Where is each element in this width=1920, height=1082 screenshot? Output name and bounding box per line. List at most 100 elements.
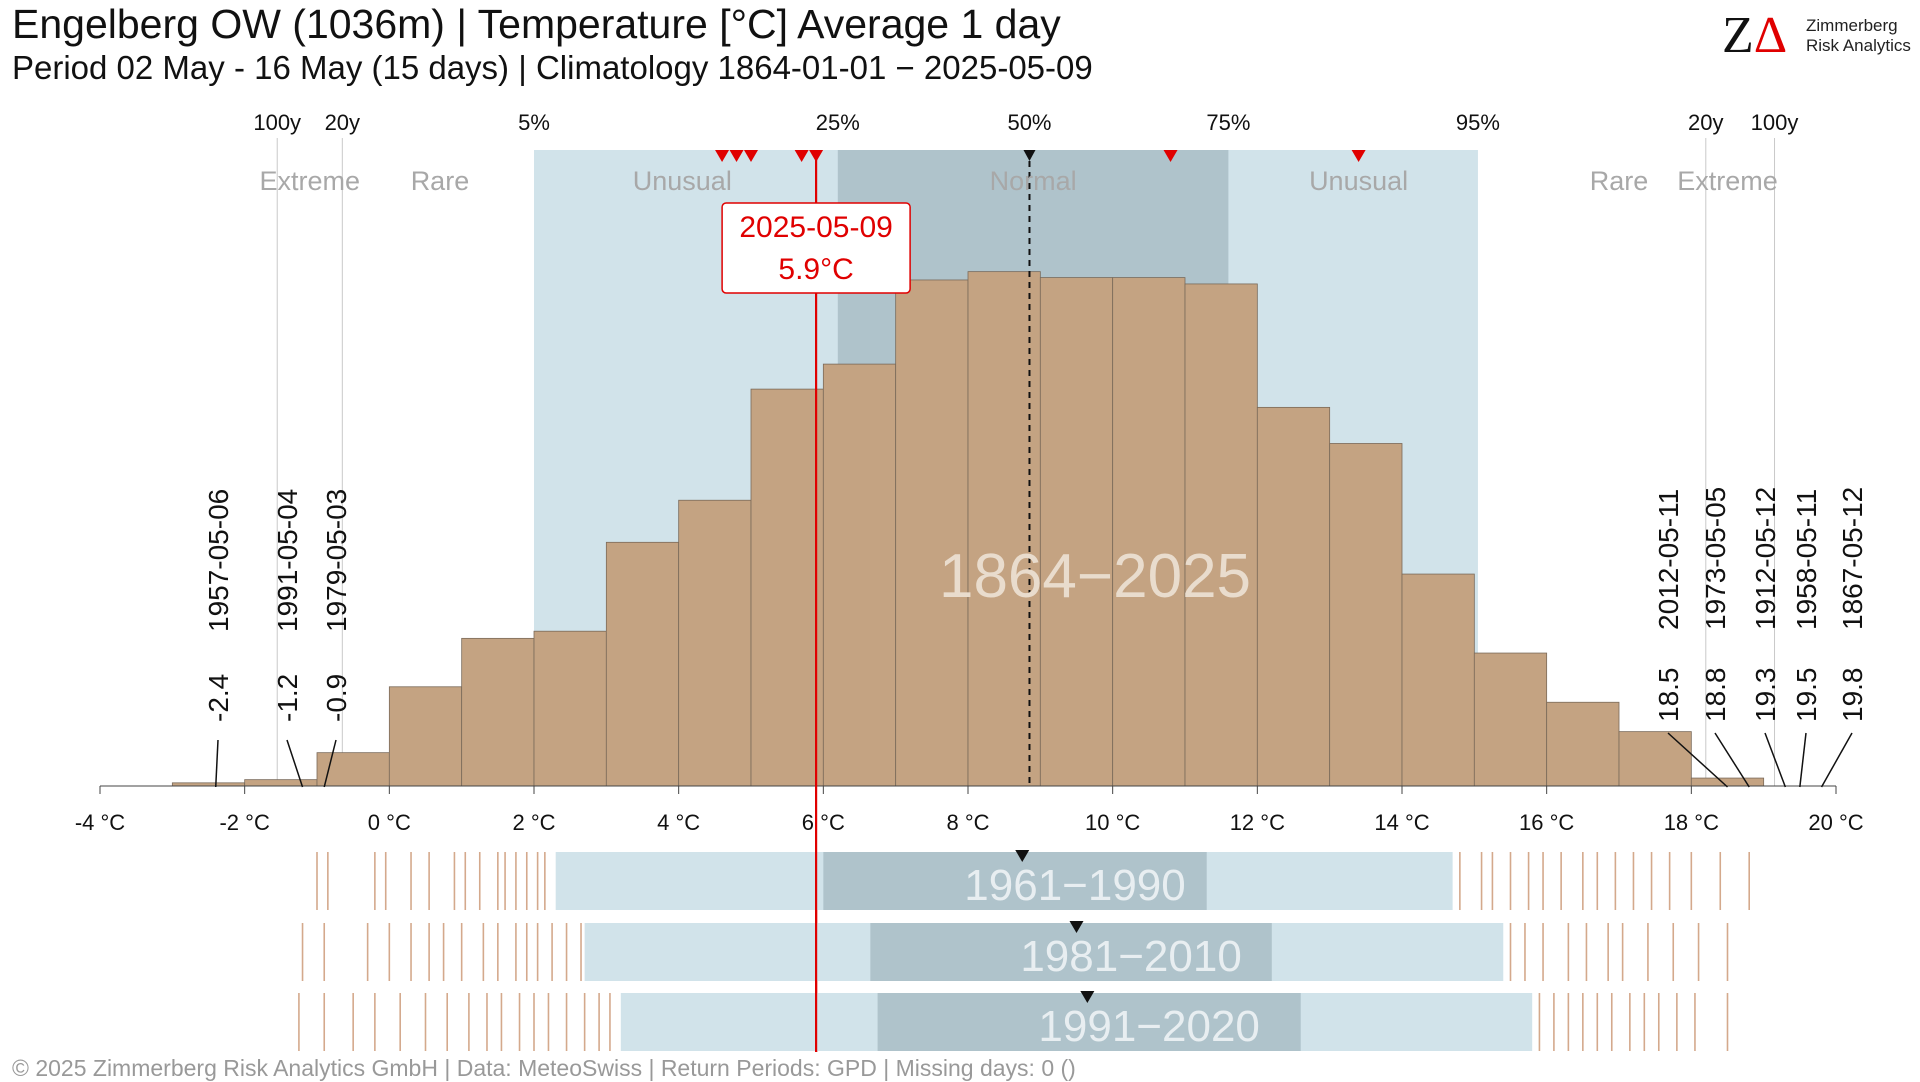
extreme-high-date: 1867-05-12 <box>1837 487 1868 630</box>
extreme-low-leader <box>323 739 337 788</box>
histogram-bar <box>1473 652 1548 787</box>
chart-title: Engelberg OW (1036m) | Temperature [°C] … <box>12 1 1061 47</box>
chart-subtitle: Period 02 May - 16 May (15 days) | Clima… <box>12 49 1093 86</box>
return-period-label: 100y <box>253 110 301 135</box>
recent-day-marker <box>729 150 744 162</box>
percentile-label: 75% <box>1206 110 1250 135</box>
histogram-bar <box>750 388 824 787</box>
extreme-low-value: -0.9 <box>321 674 352 722</box>
extreme-low-leader <box>214 739 219 788</box>
highlight-date: 2025-05-09 <box>739 211 892 244</box>
period-label: 1991−2020 <box>1038 1002 1259 1051</box>
extreme-high-value: 18.5 <box>1653 668 1684 723</box>
zone-label: Unusual <box>633 166 732 196</box>
extreme-high-date: 1958-05-11 <box>1791 489 1822 630</box>
x-tick-label: 0 °C <box>368 810 411 835</box>
x-tick-label: 20 °C <box>1808 810 1863 835</box>
x-tick-label: 18 °C <box>1664 810 1719 835</box>
x-tick-label: 8 °C <box>946 810 989 835</box>
extreme-high-value: 19.8 <box>1837 668 1868 723</box>
zone-label: Unusual <box>1309 166 1408 196</box>
zone-label: Rare <box>1590 166 1649 196</box>
extreme-high-leader <box>1667 732 1729 788</box>
extreme-low-date: 1991-05-04 <box>272 489 303 632</box>
histogram-bar <box>822 363 897 787</box>
extreme-high-leader <box>1714 732 1750 788</box>
x-tick-label: 6 °C <box>802 810 845 835</box>
extreme-high-value: 19.3 <box>1750 668 1781 723</box>
percentile-label: 25% <box>816 110 860 135</box>
extreme-low-value: -1.2 <box>272 674 303 722</box>
histogram-bar <box>1618 731 1692 787</box>
return-period-label: 20y <box>325 110 360 135</box>
extreme-high-date: 1973-05-05 <box>1700 487 1731 630</box>
percentile-label: 95% <box>1456 110 1500 135</box>
percentile-label: 5% <box>518 110 550 135</box>
extreme-high-value: 18.8 <box>1700 668 1731 723</box>
zone-label: Normal <box>990 166 1077 196</box>
zone-label: Rare <box>411 166 470 196</box>
histogram-bar <box>461 637 535 787</box>
recent-day-marker <box>744 150 758 162</box>
highlight-label-box <box>721 202 911 294</box>
x-tick-label: 10 °C <box>1085 810 1140 835</box>
extreme-low-date: 1979-05-03 <box>321 489 352 632</box>
extreme-high-value: 19.5 <box>1791 668 1822 723</box>
histogram-bar <box>1039 277 1114 787</box>
period-median-marker <box>1069 921 1084 933</box>
period-label: 1981−2010 <box>1020 932 1241 981</box>
period-band-25-75 <box>877 993 1301 1051</box>
recent-day-marker <box>715 150 730 162</box>
histogram-bar <box>1112 277 1186 787</box>
histogram-bar <box>605 541 680 787</box>
histogram-period-label: 1864−2025 <box>939 542 1251 611</box>
histogram-bar <box>1184 283 1258 787</box>
footer-credits: © 2025 Zimmerberg Risk Analytics GmbH | … <box>12 1055 1076 1081</box>
extreme-high-date: 2012-05-11 <box>1653 489 1684 630</box>
recent-day-marker <box>1351 150 1366 162</box>
extreme-low-date: 1957-05-06 <box>203 489 234 632</box>
zone-label: Extreme <box>260 166 361 196</box>
company-logo: ZΔ Zimmerberg Risk Analytics <box>1722 10 1912 62</box>
histogram-bar <box>1329 443 1403 787</box>
histogram-bar <box>895 279 969 787</box>
return-period-label: 100y <box>1751 110 1799 135</box>
histogram-bar <box>678 499 752 787</box>
zone-label: Extreme <box>1677 166 1778 196</box>
histogram-bar <box>533 630 607 787</box>
logo-mark: ZΔ <box>1722 7 1788 64</box>
median-marker <box>1023 150 1036 161</box>
extreme-high-leader <box>1820 732 1853 788</box>
return-period-label: 20y <box>1688 110 1723 135</box>
histogram-bar <box>244 779 318 787</box>
period-median-marker <box>1080 991 1095 1003</box>
period-band-25-75 <box>870 923 1272 981</box>
x-tick-label: 4 °C <box>657 810 700 835</box>
recent-day-marker <box>794 150 809 162</box>
x-tick-label: -2 °C <box>219 810 269 835</box>
histogram-bar <box>1546 701 1620 787</box>
chart-header: Engelberg OW (1036m) | Temperature [°C] … <box>12 0 1093 88</box>
extreme-high-date: 1912-05-12 <box>1750 487 1781 630</box>
highlight-value: 5.9°C <box>778 253 853 286</box>
period-median-marker <box>1015 850 1030 862</box>
x-tick-label: 2 °C <box>512 810 555 835</box>
x-tick-label: 12 °C <box>1230 810 1285 835</box>
histogram-bar <box>316 752 390 787</box>
histogram-bar <box>1401 573 1475 787</box>
histogram-bar <box>388 686 463 787</box>
period-band-25-75 <box>823 852 1207 910</box>
extreme-high-leader <box>1764 732 1787 788</box>
x-tick-label: 14 °C <box>1374 810 1429 835</box>
extreme-low-value: -2.4 <box>203 674 234 722</box>
logo-name: Zimmerberg Risk Analytics <box>1806 16 1911 55</box>
extreme-low-leader <box>286 739 304 788</box>
percentile-label: 50% <box>1007 110 1051 135</box>
x-tick-label: -4 °C <box>75 810 125 835</box>
x-tick-label: 16 °C <box>1519 810 1574 835</box>
period-label: 1961−1990 <box>964 861 1185 910</box>
histogram-bar <box>1690 777 1765 787</box>
extreme-high-leader <box>1799 732 1807 788</box>
recent-day-marker <box>1163 150 1178 162</box>
